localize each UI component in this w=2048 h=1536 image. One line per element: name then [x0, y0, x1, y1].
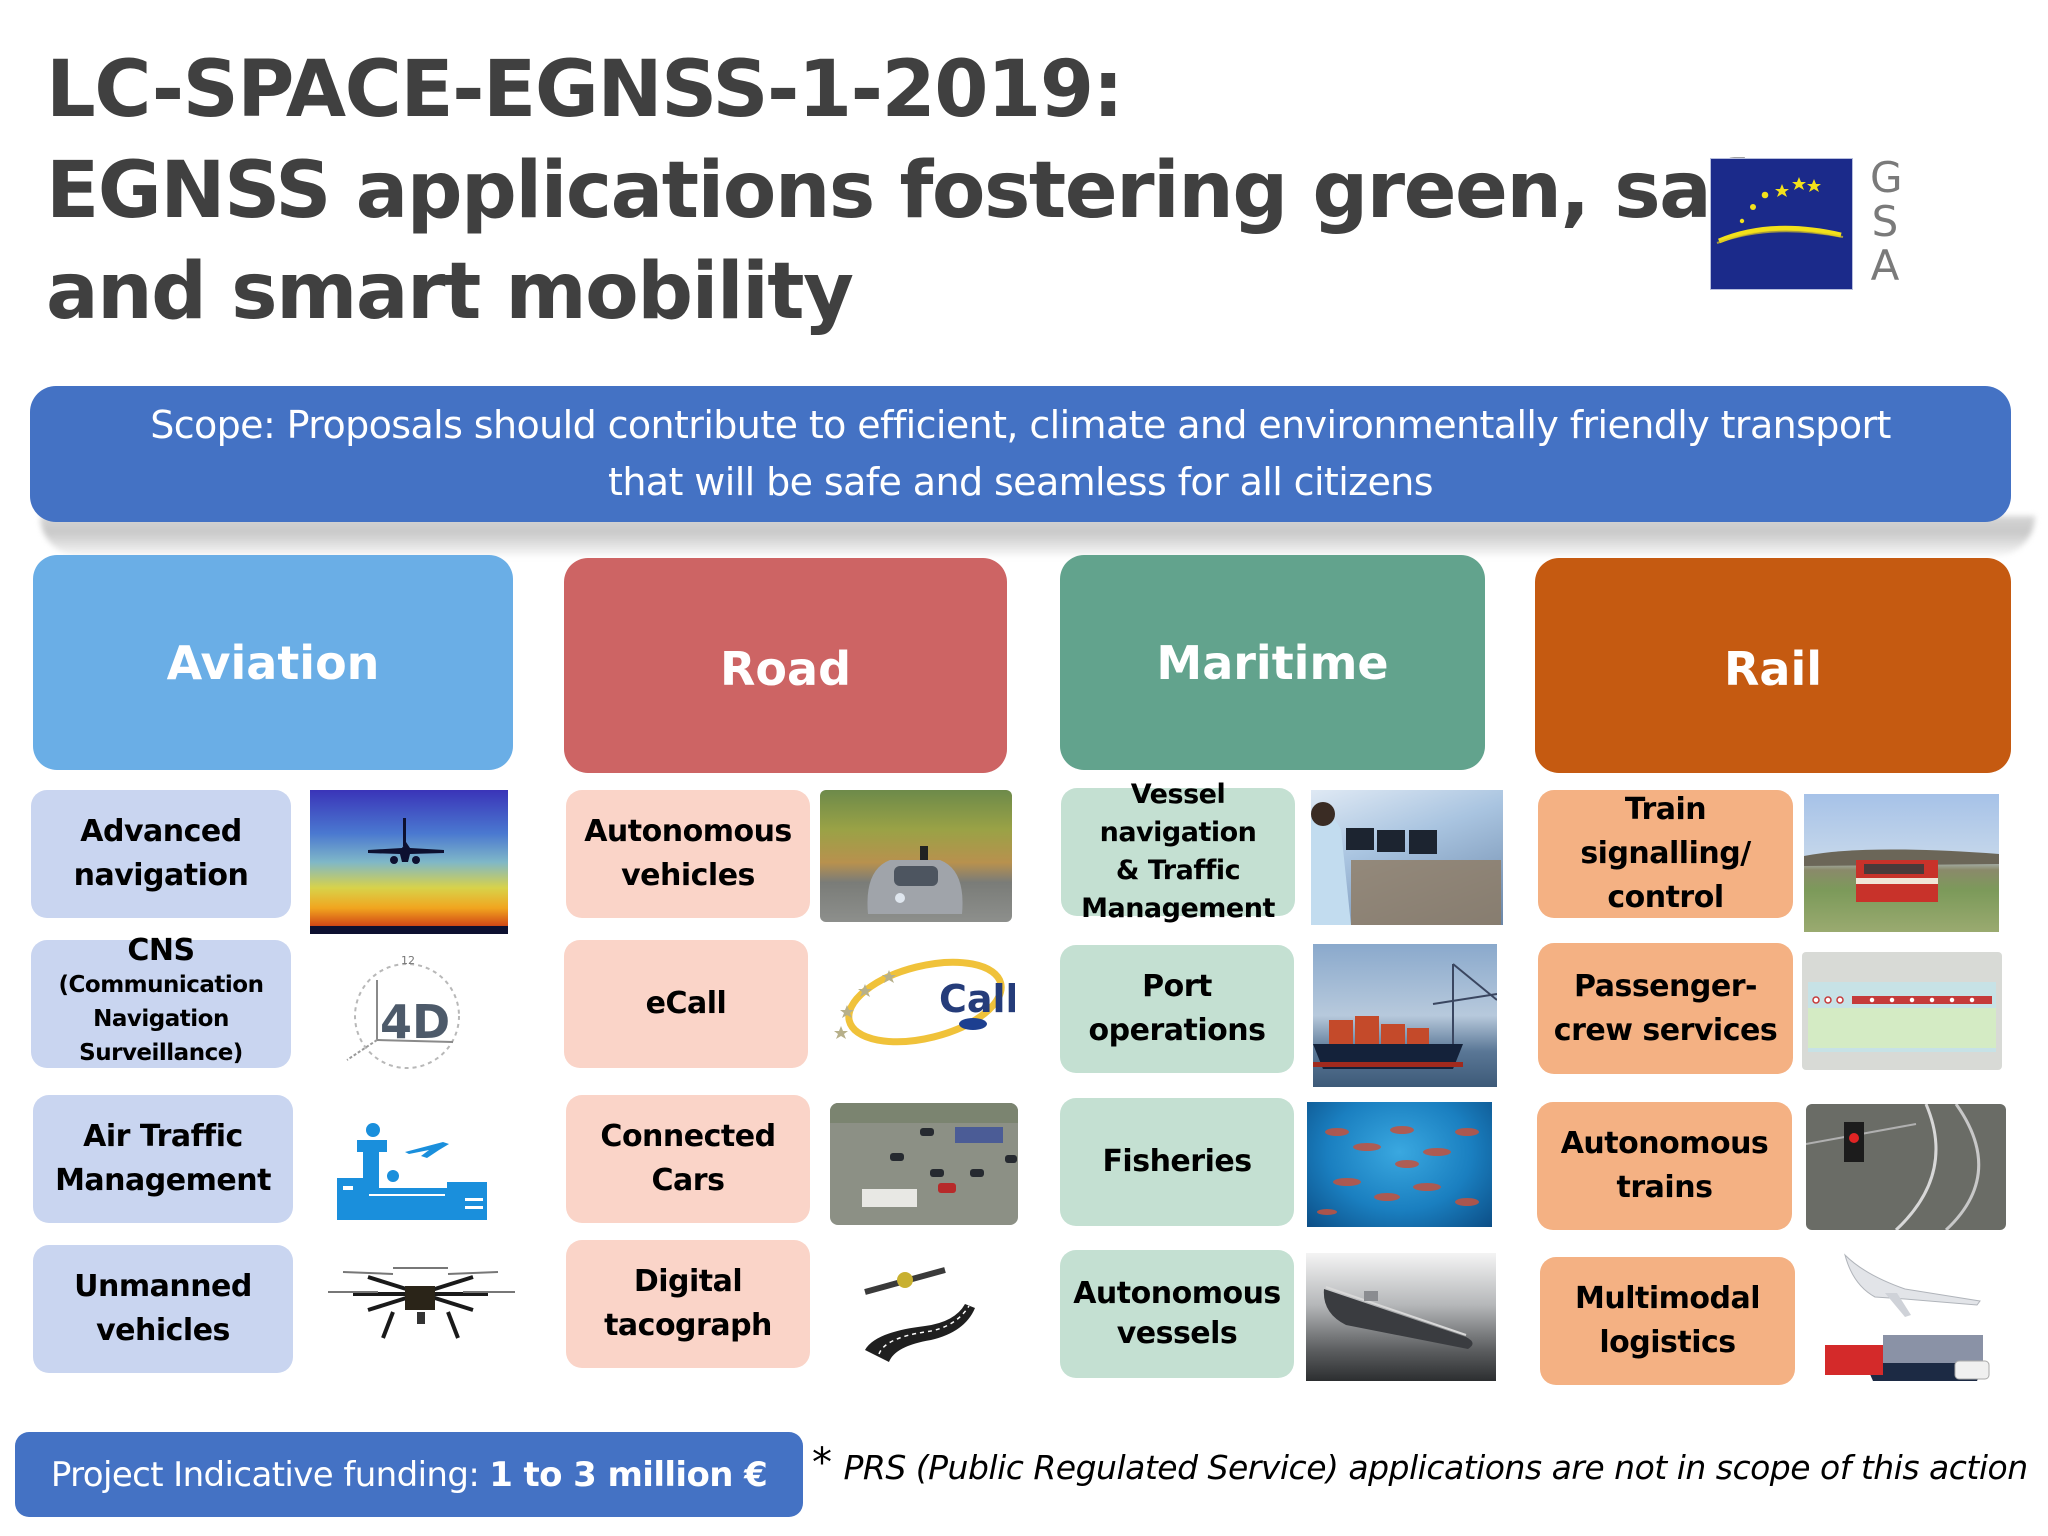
- satellite-road-image: [855, 1262, 1000, 1367]
- 4d-clock-image: 4D 12: [335, 950, 475, 1080]
- svg-text:4D: 4D: [380, 995, 450, 1049]
- item-autonomous-vessels: Autonomous vessels: [1060, 1250, 1294, 1378]
- vessel-control-room-image: [1311, 790, 1503, 925]
- title-line-1: LC-SPACE-EGNSS-1-2019:: [46, 45, 1124, 135]
- container-ship-port-image: [1313, 944, 1497, 1087]
- drone-image: [323, 1262, 518, 1347]
- item-digital-tacograph: Digital tacograph: [566, 1240, 810, 1368]
- scope-banner: Scope: Proposals should contribute to ef…: [30, 386, 2011, 522]
- svg-text:12: 12: [401, 954, 415, 967]
- item-vessel-navigation: Vessel navigation & Traffic Management: [1061, 779, 1295, 924]
- fish-school-image: [1307, 1102, 1492, 1227]
- title-line-3: and smart mobility: [46, 247, 854, 337]
- footnote-text: PRS (Public Regulated Service) applicati…: [843, 1448, 2029, 1487]
- page-title: LC-SPACE-EGNSS-1-2019: EGNSS application…: [46, 40, 1796, 343]
- scope-banner-shadow: [40, 516, 2035, 556]
- asterisk-marker: *: [812, 1440, 832, 1486]
- item-unmanned-vehicles: Unmanned vehicles: [33, 1245, 293, 1373]
- column-header-aviation: Aviation: [33, 555, 513, 770]
- route-display-image: [1802, 952, 2002, 1070]
- airplane-landing-sunset-image: [310, 790, 508, 934]
- svg-text:Call: Call: [939, 977, 1015, 1021]
- prs-footnote: * PRS (Public Regulated Service) applicat…: [812, 1440, 2029, 1494]
- item-advanced-navigation: Advanced navigation: [31, 790, 291, 918]
- item-port-operations: Port operations: [1060, 945, 1294, 1073]
- rail-tracks-signal-image: [1806, 1104, 2006, 1230]
- red-train-image: [1804, 794, 1999, 932]
- title-line-2: EGNSS applications fostering green, safe: [46, 146, 1796, 236]
- autonomous-ship-image: [1306, 1253, 1496, 1381]
- gsa-logo: G S A: [1710, 153, 1903, 292]
- control-tower-icon: [335, 1118, 490, 1223]
- column-header-maritime: Maritime: [1060, 555, 1485, 770]
- item-autonomous-trains: Autonomous trains: [1537, 1102, 1792, 1230]
- self-driving-car-image: [820, 790, 1012, 922]
- aerial-traffic-image: [830, 1103, 1018, 1225]
- item-cns: CNS (Communication Navigation Surveillan…: [31, 934, 291, 1068]
- plane-truck-ship-image: [1805, 1245, 2000, 1393]
- gsa-letters: G S A: [1870, 153, 1903, 290]
- item-multimodal-logistics: Multimodal logistics: [1540, 1257, 1795, 1385]
- column-header-rail: Rail: [1535, 558, 2011, 773]
- item-autonomous-vehicles: Autonomous vehicles: [566, 790, 810, 918]
- item-train-signalling: Train signalling/ control: [1538, 790, 1793, 918]
- item-connected-cars: Connected Cars: [566, 1095, 810, 1223]
- eu-stars-arc-icon: [1710, 158, 1853, 290]
- item-ecall: eCall: [564, 940, 808, 1068]
- ecall-logo-image: Call: [825, 950, 1015, 1060]
- funding-label: Project Indicative funding:: [50, 1454, 480, 1495]
- item-air-traffic-management: Air Traffic Management: [33, 1095, 293, 1223]
- scope-line-2: that will be safe and seamless for all c…: [608, 460, 1434, 504]
- funding-banner: Project Indicative funding: 1 to 3 milli…: [15, 1432, 803, 1517]
- column-header-road: Road: [564, 558, 1007, 773]
- scope-line-1: Scope: Proposals should contribute to ef…: [150, 403, 1891, 447]
- item-fisheries: Fisheries: [1060, 1098, 1294, 1226]
- funding-value: 1 to 3 million €: [489, 1454, 768, 1495]
- item-passenger-crew-services: Passenger- crew services: [1538, 943, 1793, 1074]
